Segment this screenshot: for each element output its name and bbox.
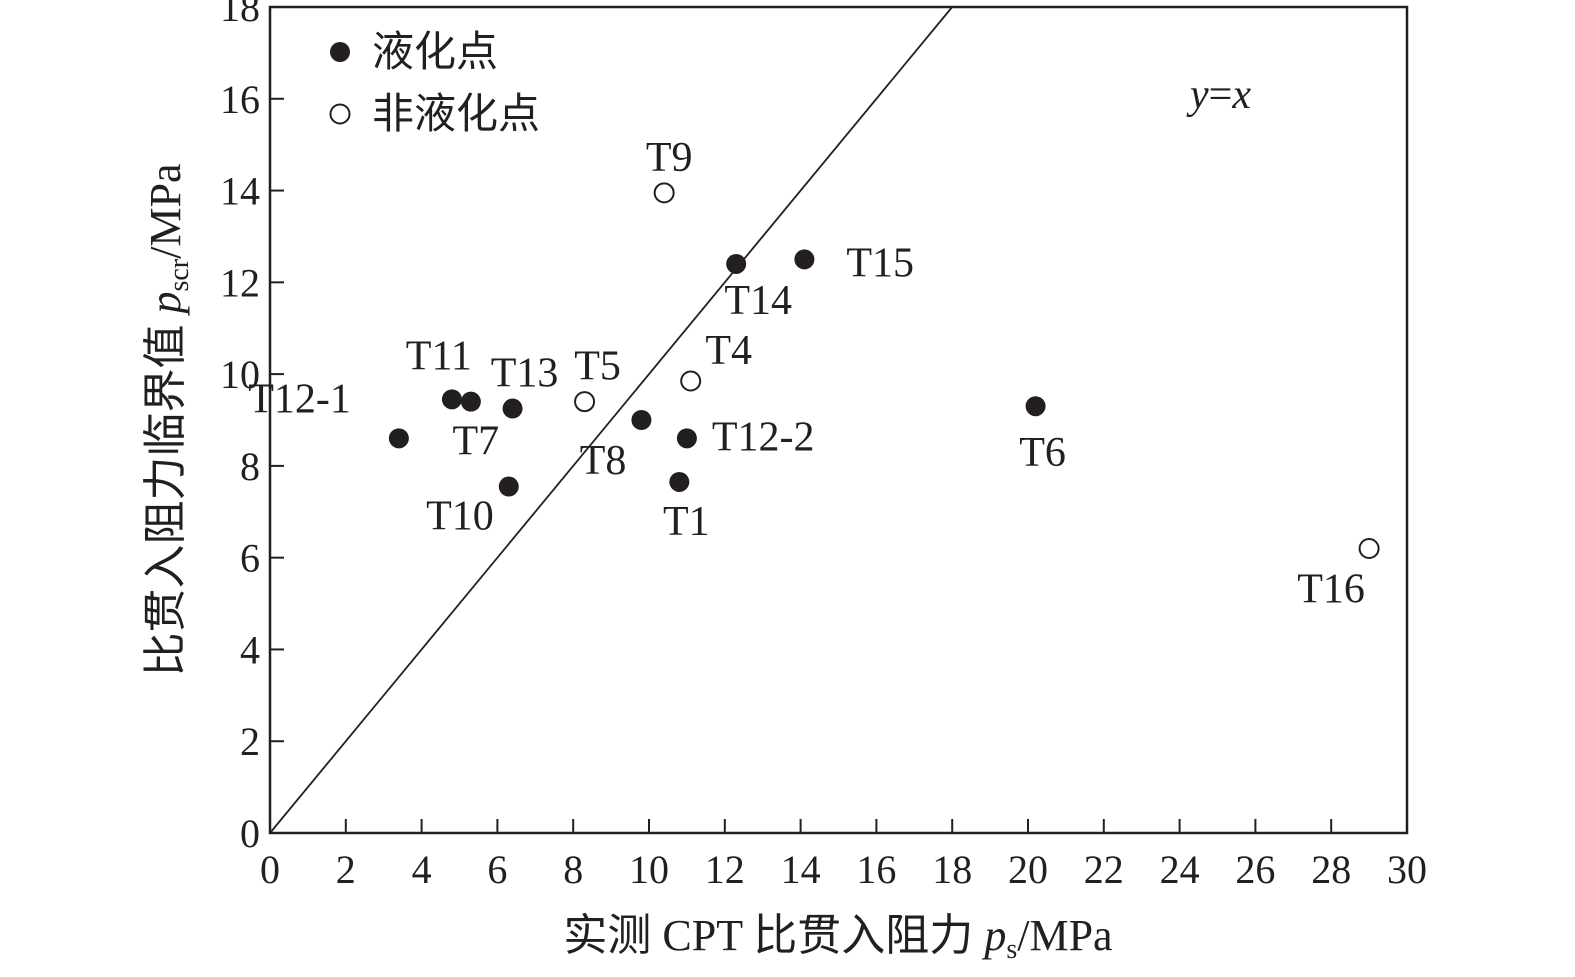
point-label-t14: T14 [724,278,792,324]
point-label-t4: T4 [705,328,752,374]
x-tick-label: 12 [705,847,745,892]
plot-frame [268,5,1409,835]
point-label-t13: T13 [491,351,559,397]
x-tick-label: 24 [1160,847,1200,892]
x-axis-title: 实测 CPT 比贯入阻力 ps/MPa [563,911,1112,965]
x-tick-label: 18 [932,847,972,892]
point-label-t11: T11 [406,333,472,379]
data-point-t1 [669,471,690,492]
x-tick-label: 10 [629,847,669,892]
y-tick-label: 12 [220,260,260,305]
data-point-t11 [441,389,462,410]
legend-marker-filled [330,42,350,62]
x-tick-label: 16 [856,847,896,892]
x-tick-label: 30 [1387,847,1427,892]
point-label-t9: T9 [646,135,693,181]
data-point-t13 [502,398,523,419]
data-point-t4 [680,370,702,392]
point-label-t12-1: T12-1 [248,376,351,422]
reference-line-y-equals-x [269,6,953,834]
data-point-t6 [1025,396,1046,417]
x-tick-label: 6 [487,847,507,892]
x-tick-label: 28 [1311,847,1351,892]
x-tick-label: 0 [260,847,280,892]
point-labels: T12-1 T11 T7 T13 T10 T8 T12-2T1 T14 T15 T6 T9 T5 T4 T… [248,135,1365,613]
data-point-t7 [460,391,481,412]
legend-marker-open [329,103,351,125]
x-tick-label: 22 [1084,847,1124,892]
y-tick-label: 6 [240,536,260,581]
x-tick-label: 26 [1235,847,1275,892]
x-axis-ticks: 0 2 4 6 8 10 12 14 16 18 20 22 24 26 28 30 [260,819,1427,892]
y-axis-title: 比贯入阻力临界值 pscr/MPa [141,163,195,676]
y-tick-label: 8 [240,444,260,489]
point-label-t12-2: T12-2 [712,414,815,460]
data-point-t14 [726,253,747,274]
point-label-t16: T16 [1297,566,1365,612]
data-point-t9 [653,182,675,204]
data-point-t5 [574,391,596,413]
point-label-t15: T15 [846,240,914,286]
data-point-t10 [498,476,519,497]
x-tick-label: 4 [412,847,432,892]
point-label-t5: T5 [574,344,621,390]
point-label-t10: T10 [426,494,494,540]
legend-label-non-liquefied: 非液化点 [372,92,540,138]
y-tick-label: 16 [220,77,260,122]
y-tick-label: 0 [240,811,260,856]
data-point-t8 [631,410,652,430]
data-point-t12-1 [388,428,409,449]
legend-label-liquefied: 液化点 [372,30,498,76]
y-tick-label: 14 [220,169,260,214]
y-tick-label: 10 [220,352,260,397]
x-tick-label: 2 [336,847,356,892]
data-point-t12-2 [676,428,697,449]
y-tick-label: 4 [240,627,260,672]
y-tick-label: 2 [240,719,260,764]
reference-line-label: y=x [1186,72,1251,118]
y-tick-label: 18 [220,0,260,30]
x-tick-label: 8 [563,847,583,892]
point-label-t7: T7 [453,419,500,465]
y-axis-ticks: 0 2 4 6 8 10 12 14 16 18 [220,0,284,856]
point-label-t8: T8 [580,438,627,484]
point-label-t1: T1 [663,499,710,545]
x-tick-label: 20 [1008,847,1048,892]
legend: 液化点 非液化点 [329,30,540,138]
x-tick-label: 14 [781,847,821,892]
data-point-t16 [1358,537,1380,559]
data-points [388,182,1380,559]
data-point-t15 [794,249,815,270]
point-label-t6: T6 [1019,430,1066,476]
